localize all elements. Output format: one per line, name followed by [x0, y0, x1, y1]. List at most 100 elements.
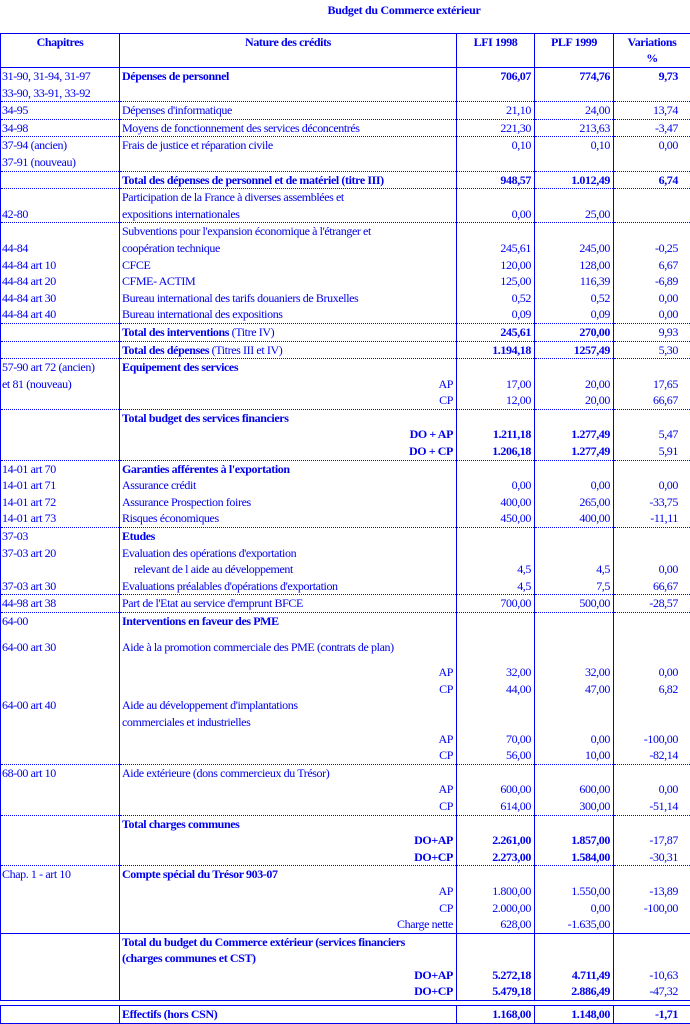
credit-type-label: CP [439, 681, 453, 697]
nature-text: Frais de justice et réparation civile [122, 137, 273, 153]
plf-1999-value: 245,00 [535, 240, 614, 257]
lfi-1998-value: 120,00 [457, 257, 535, 274]
variation-value [614, 950, 690, 967]
variation-value [614, 630, 690, 656]
lfi-1998-value: 4,5 [457, 578, 535, 595]
chapitre-cell [1, 323, 120, 341]
nature-cell: Total des dépenses de personnel et de ma… [120, 171, 457, 189]
variation-value: 5,91 [614, 443, 690, 460]
nature-normal-text: Assurance Prospection foires [122, 495, 251, 509]
plf-1999-value [535, 630, 614, 656]
chapitre-cell [1, 900, 120, 917]
lfi-1998-value [457, 545, 535, 562]
variation-value: 66,67 [614, 578, 690, 595]
chapitre-cell [1, 714, 120, 731]
variation-value: 5,47 [614, 426, 690, 443]
nature-normal-text: Evaluations préalables d'opérations d'ex… [122, 579, 338, 593]
lfi-1998-value [457, 764, 535, 781]
nature-content: Total des dépenses de personnel et de ma… [122, 172, 453, 188]
nature-content: Part de l'Etat au service d'emprunt BFCE [122, 595, 453, 611]
lfi-1998-value: 5.479,18 [457, 983, 535, 1000]
plf-1999-value [535, 154, 614, 171]
plf-1999-value [535, 697, 614, 714]
nature-content: Total charges communes [122, 816, 453, 832]
credit-type-label: AP [438, 664, 453, 680]
nature-cell: CP [120, 747, 457, 764]
header-plf: PLF 1999 [535, 34, 614, 68]
nature-content: Equipement des services [122, 359, 453, 375]
nature-content: CP [122, 798, 453, 814]
lfi-1998-value: 4,5 [457, 561, 535, 578]
nature-cell: Total du budget du Commerce extérieur (s… [120, 933, 457, 950]
lfi-1998-value: 0,09 [457, 306, 535, 323]
nature-content: Total des interventions (Titre IV) [122, 324, 453, 340]
nature-cell: CP [120, 798, 457, 815]
lfi-1998-value: 700,00 [457, 595, 535, 613]
nature-cell: Bureau international des tarifs douanier… [120, 290, 457, 307]
nature-content: Bureau international des tarifs douanier… [122, 290, 453, 306]
variation-value: -1,71 [614, 1006, 690, 1024]
nature-bold-text: Interventions en faveur des PME [122, 614, 279, 628]
plf-1999-value [535, 815, 614, 832]
variation-value: -51,14 [614, 798, 690, 815]
nature-text: Total des interventions (Titre IV) [122, 324, 274, 340]
nature-cell: Dépenses de personnel [120, 68, 457, 85]
lfi-1998-value: 44,00 [457, 681, 535, 698]
variation-value: -33,75 [614, 494, 690, 511]
nature-normal-text: commerciales et industrielles [122, 715, 250, 729]
variation-value: -47,32 [614, 983, 690, 1000]
header-nature: Nature des crédits [120, 34, 457, 68]
plf-1999-value: 116,39 [535, 273, 614, 290]
nature-bold-text: Total des interventions [122, 325, 229, 339]
nature-content: CP [122, 392, 453, 408]
nature-cell: DO+CP [120, 849, 457, 866]
nature-cell: commerciales et industrielles [120, 714, 457, 731]
plf-1999-value: 25,00 [535, 206, 614, 223]
nature-text: Equipement des services [122, 359, 238, 375]
nature-content: DO + CP [122, 443, 453, 459]
plf-1999-value: 0,00 [535, 900, 614, 917]
variation-value [614, 154, 690, 171]
plf-1999-value [535, 528, 614, 545]
nature-text: Part de l'Etat au service d'emprunt BFCE [122, 595, 303, 611]
plf-1999-value: 1.277,49 [535, 443, 614, 460]
nature-normal-text: (Titres III et IV) [209, 343, 282, 357]
lfi-1998-value: 948,57 [457, 171, 535, 189]
chapitre-cell [1, 983, 120, 1000]
nature-text: Total charges communes [122, 816, 239, 832]
chapitre-cell: 14-01 art 70 [1, 460, 120, 477]
nature-content: AP [122, 781, 453, 797]
nature-content: CFME- ACTIM [122, 273, 453, 289]
credit-type-label: DO+CP [414, 849, 453, 865]
nature-cell: Bureau international des expositions [120, 306, 457, 323]
chapitre-cell: 14-01 art 72 [1, 494, 120, 511]
nature-cell: Assurance crédit [120, 477, 457, 494]
nature-content: Aide au développement d'implantations [122, 697, 453, 713]
lfi-1998-value: 1.168,00 [457, 1006, 535, 1024]
lfi-1998-value: 2.273,00 [457, 849, 535, 866]
nature-text: Total budget des services financiers [122, 410, 289, 426]
table-row: (charges communes et CST) [1, 950, 690, 967]
nature-text: Evaluations préalables d'opérations d'ex… [122, 578, 338, 594]
lfi-1998-value: 1.211,18 [457, 426, 535, 443]
nature-cell: CP [120, 392, 457, 409]
lfi-1998-value: 0,10 [457, 137, 535, 154]
credit-type-label: DO+AP [414, 967, 453, 983]
nature-text: Bureau international des tarifs douanier… [122, 290, 358, 306]
nature-cell: Evaluation des opérations d'exportation [120, 545, 457, 562]
variation-value: -11,11 [614, 510, 690, 527]
chapitre-cell [1, 681, 120, 698]
credit-type-label: DO+CP [414, 983, 453, 999]
nature-bold-text: Dépenses de personnel [122, 69, 229, 83]
nature-cell: DO + CP [120, 443, 457, 460]
plf-1999-value [535, 545, 614, 562]
